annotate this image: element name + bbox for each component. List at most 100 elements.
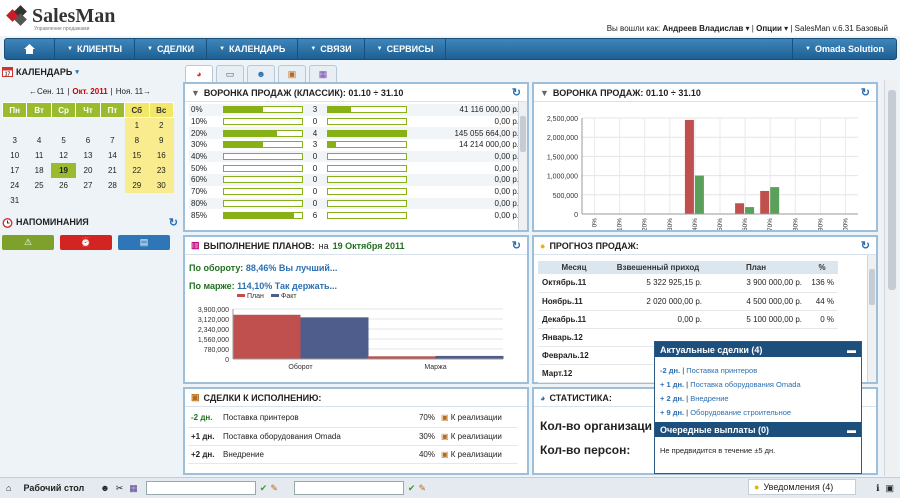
notifications-button[interactable]: ● Уведомления (4): [748, 479, 856, 495]
calendar-day[interactable]: 22: [124, 162, 150, 178]
calendar-day[interactable]: 25: [34, 180, 44, 190]
funnel-row[interactable]: 20% 4 145 055 664,00 р.: [189, 127, 521, 140]
calendar-day[interactable]: 26: [59, 180, 68, 190]
calendar-day[interactable]: 6: [85, 135, 91, 145]
popup-deal-item[interactable]: + 2 дн. | Внедрение: [660, 393, 729, 403]
popup-deal-item[interactable]: + 9 дн. | Оборудование строительное: [660, 407, 792, 417]
calendar-day[interactable]: 2: [149, 117, 174, 133]
menu-clients[interactable]: ▼ КЛИЕНТЫ: [55, 39, 136, 59]
calendar-day[interactable]: 8: [124, 132, 150, 148]
legend-label: План: [247, 293, 264, 300]
funnel-scrollbar[interactable]: [518, 102, 527, 230]
calendar-day[interactable]: 18: [34, 165, 44, 175]
collapse-icon[interactable]: ▬: [847, 424, 856, 435]
calendar-prev-link[interactable]: ←Сен. 11: [28, 87, 65, 96]
funnel-row[interactable]: 85% 6 0,00 р.: [189, 209, 521, 221]
user-icon[interactable]: ☻: [100, 483, 110, 493]
calendar-day[interactable]: 12: [59, 150, 68, 160]
calendar-day[interactable]: 21: [107, 165, 117, 175]
calendar-day[interactable]: 10: [10, 150, 20, 160]
quick-input-1[interactable]: [145, 481, 256, 495]
calendar-day[interactable]: 7: [110, 135, 115, 145]
calendar-day[interactable]: 1: [124, 117, 150, 133]
operation-row[interactable]: +2 дн. Внедрение 40% ▣ К реализации: [188, 445, 518, 464]
quick-input-2[interactable]: [293, 481, 404, 495]
calendar-day[interactable]: 9: [149, 132, 174, 148]
menu-calendar[interactable]: ▼ КАЛЕНДАРЬ: [207, 39, 299, 59]
calendar-day[interactable]: 4: [36, 135, 42, 145]
desktop-home-icon[interactable]: ⌂: [6, 483, 12, 493]
tab-users[interactable]: ☻: [247, 65, 275, 82]
calendar-day[interactable]: 19: [51, 162, 76, 178]
page-scrollbar[interactable]: [884, 80, 898, 476]
collapse-icon[interactable]: ▬: [847, 344, 856, 355]
calendar-day[interactable]: 11: [34, 150, 44, 160]
funnel-refresh-icon[interactable]: ↻: [511, 87, 521, 99]
margin-value[interactable]: 114,10% Так держать...: [237, 281, 338, 291]
tools-icon[interactable]: ✂: [115, 482, 124, 493]
forecast-scrollbar[interactable]: [867, 255, 876, 382]
payments-popup-header[interactable]: Очередные выплаты (0) ▬: [655, 422, 861, 437]
calendar-day[interactable]: 17: [10, 165, 20, 175]
calendar-day[interactable]: 30: [149, 177, 174, 193]
funnel-row[interactable]: 50% 0 0,00 р.: [189, 162, 521, 174]
clear-icon[interactable]: ✎: [418, 482, 426, 493]
confirm-icon[interactable]: ✔: [407, 482, 416, 493]
tab-contacts[interactable]: ▭: [216, 65, 244, 82]
calendar-day[interactable]: 14: [107, 150, 117, 160]
clear-icon[interactable]: ✎: [270, 482, 278, 493]
operation-row[interactable]: +1 дн. Поставка оборудования Omada 30% ▣ К …: [188, 427, 518, 446]
funnel-row[interactable]: 70% 0 0,00 р.: [189, 186, 521, 198]
deals-popup-header[interactable]: Актуальные сделки (4) ▬: [655, 342, 861, 357]
operation-name[interactable]: Поставка оборудования Omada: [220, 427, 400, 446]
confirm-icon[interactable]: ✔: [259, 482, 268, 493]
calendar-day[interactable]: 28: [107, 180, 117, 190]
menu-deals[interactable]: ▼ СДЕЛКИ: [135, 39, 208, 59]
calendar-day[interactable]: 29: [124, 177, 150, 193]
calendar-day[interactable]: 31: [10, 195, 20, 205]
menu-services[interactable]: ▼ СЕРВИСЫ: [365, 39, 447, 59]
calendar-day[interactable]: 23: [149, 162, 174, 178]
notes-reminders-button[interactable]: ▤: [118, 234, 170, 250]
options-link[interactable]: Опции: [756, 24, 782, 33]
funnel-row[interactable]: 40% 0 0,00 р.: [189, 150, 521, 163]
calendar-day[interactable]: 27: [83, 180, 93, 190]
calendar-day[interactable]: 15: [124, 147, 150, 163]
alarm-reminders-button[interactable]: ⏰: [60, 234, 112, 250]
funnel-row[interactable]: 80% 0 0,00 р.: [189, 197, 521, 210]
warning-reminders-button[interactable]: ⚠: [2, 234, 54, 250]
plans-refresh-icon[interactable]: ↻: [511, 240, 521, 252]
calendar-day[interactable]: 3: [12, 135, 17, 145]
info-icon[interactable]: ℹ: [876, 482, 880, 493]
calendar-day[interactable]: 24: [10, 180, 20, 190]
company-menu[interactable]: ▼ Omada Solution: [792, 39, 896, 59]
app-logo[interactable]: SalesMan Управление продажами: [6, 5, 115, 32]
tab-save[interactable]: ▦: [309, 65, 337, 82]
calendar-day[interactable]: 5: [61, 135, 66, 145]
funnel-row[interactable]: 60% 0 0,00 р.: [189, 174, 521, 186]
funnel-row[interactable]: 30% 3 14 214 000,00 р.: [189, 139, 521, 151]
popup-deal-item[interactable]: + 1 дн. | Поставка оборудования Omada: [660, 379, 801, 389]
turnover-value[interactable]: 88,46% Вы лучший...: [245, 263, 338, 273]
save-icon[interactable]: ▦: [129, 482, 138, 493]
user-name-link[interactable]: Андреев Владислав: [662, 24, 744, 33]
operation-name[interactable]: Поставка принтеров: [220, 409, 400, 428]
tab-deals[interactable]: ▣: [278, 65, 306, 82]
tab-dashboard[interactable]: ◕: [185, 65, 213, 82]
calendar-day[interactable]: 16: [149, 147, 174, 163]
funnel-chart-refresh-icon[interactable]: ↻: [860, 87, 870, 99]
desktop-button[interactable]: Рабочий стол: [23, 483, 85, 493]
window-icon[interactable]: ▣: [885, 482, 894, 493]
popup-deal-item[interactable]: -2 дн. | Поставка принтеров: [660, 365, 758, 375]
forecast-refresh-icon[interactable]: ↻: [860, 240, 870, 252]
menu-links[interactable]: ▼ СВЯЗИ: [298, 39, 365, 59]
funnel-row[interactable]: 10% 0 0,00 р.: [189, 116, 521, 128]
operation-name[interactable]: Внедрение: [220, 445, 400, 464]
reminders-refresh-icon[interactable]: ↻: [168, 216, 178, 229]
funnel-row[interactable]: 0% 3 41 116 000,00 р.: [189, 104, 521, 116]
home-button[interactable]: [5, 39, 55, 59]
operation-row[interactable]: -2 дн. Поставка принтеров 70% ▣ К реализаци…: [188, 409, 518, 428]
calendar-day[interactable]: 20: [83, 165, 93, 175]
calendar-next-link[interactable]: Ноя. 11→: [115, 87, 152, 96]
calendar-day[interactable]: 13: [83, 150, 93, 160]
